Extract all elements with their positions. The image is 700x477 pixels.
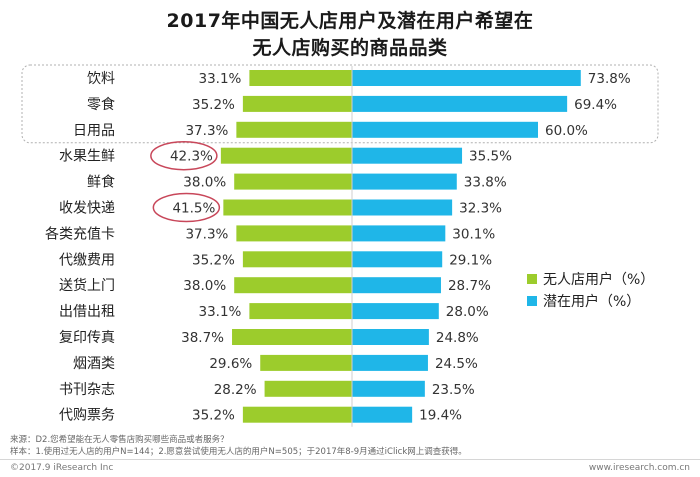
- copyright-text: ©2017.9 iResearch Inc: [10, 463, 114, 473]
- bar-potential-users: [352, 329, 429, 345]
- bar-potential-users: [352, 121, 538, 138]
- data-label-potential-users: 69.4%: [574, 97, 617, 113]
- website-text: www.iresearch.com.cn: [588, 463, 690, 473]
- category-label: 各类充值卡: [45, 226, 115, 242]
- chart-title-line-2: 无人店购买的商品品类: [252, 37, 448, 59]
- bar-potential-users: [352, 277, 441, 294]
- legend-item-potential-users: 潜在用户（%）: [527, 291, 640, 311]
- legend-label-potential-users: 潜在用户（%）: [543, 294, 641, 310]
- category-label: 水果生鲜: [59, 149, 115, 165]
- data-label-users: 38.0%: [183, 175, 226, 191]
- data-label-users: 33.1%: [198, 304, 241, 320]
- data-label-potential-users: 29.1%: [449, 252, 492, 268]
- data-label-users: 38.0%: [183, 278, 226, 294]
- data-label-potential-users: 24.5%: [435, 356, 478, 372]
- bar-users: [242, 95, 352, 112]
- data-label-potential-users: 24.8%: [436, 330, 479, 346]
- bar-users: [236, 225, 352, 242]
- data-label-potential-users: 23.5%: [432, 382, 475, 398]
- bar-potential-users: [352, 354, 428, 371]
- bar-users: [260, 354, 352, 371]
- category-label: 日用品: [73, 123, 115, 139]
- bar-potential-users: [352, 173, 457, 190]
- highlight-box: [21, 64, 659, 144]
- data-label-users: 38.7%: [181, 330, 224, 346]
- category-label: 鲜食: [87, 174, 115, 191]
- bar-users: [236, 121, 352, 138]
- bar-users: [249, 303, 352, 320]
- data-label-users: 29.6%: [209, 356, 252, 372]
- bar-users: [232, 329, 352, 345]
- bar-users: [223, 199, 352, 216]
- bar-users: [242, 251, 352, 268]
- data-label-potential-users: 28.0%: [446, 304, 489, 320]
- category-label: 出借出租: [59, 304, 115, 320]
- category-label: 烟酒类: [73, 356, 115, 372]
- category-label: 代购票务: [59, 408, 115, 424]
- source-note: 来源：D2.您希望能在无人零售店购买哪些商品或者服务？: [10, 435, 229, 445]
- data-label-potential-users: 33.8%: [464, 175, 507, 191]
- data-label-users: 28.2%: [214, 382, 257, 398]
- bar-users: [220, 147, 352, 164]
- category-label: 复印传真: [59, 329, 115, 346]
- bar-potential-users: [352, 406, 413, 423]
- category-label: 送货上门: [59, 277, 115, 294]
- data-label-potential-users: 30.1%: [452, 226, 495, 242]
- bar-potential-users: [352, 380, 425, 397]
- bar-potential-users: [352, 303, 439, 320]
- bar-users: [249, 70, 352, 86]
- bar-potential-users: [352, 199, 453, 216]
- data-label-potential-users: 35.5%: [469, 149, 512, 165]
- category-label: 代缴费用: [59, 252, 115, 268]
- bar-potential-users: [352, 95, 568, 112]
- category-label: 书刊杂志: [59, 382, 115, 398]
- data-label-users: 35.2%: [192, 408, 235, 424]
- bar-users: [242, 406, 352, 423]
- data-label-potential-users: 60.0%: [545, 123, 588, 139]
- legend-swatch-blue: [527, 296, 537, 306]
- sample-note: 样本：1.使用过无人店的用户N=144；2.愿意尝试使用无人店的用户N=505；…: [10, 447, 467, 457]
- data-label-potential-users: 73.8%: [588, 71, 631, 87]
- data-label-users: 35.2%: [192, 97, 235, 113]
- data-label-users: 35.2%: [192, 252, 235, 268]
- legend-swatch-green: [527, 274, 537, 284]
- bar-users: [234, 277, 352, 294]
- highlight-circle: [150, 140, 218, 171]
- bar-potential-users: [352, 70, 581, 86]
- data-label-users: 37.3%: [185, 123, 228, 139]
- category-label: 收发快递: [59, 201, 115, 217]
- category-label: 零食: [87, 96, 115, 113]
- data-label-potential-users: 28.7%: [448, 278, 491, 294]
- data-label-users: 42.3%: [170, 149, 213, 165]
- chart-title-line-1: 2017年中国无人店用户及潜在用户希望在: [166, 10, 534, 32]
- bar-users: [234, 173, 352, 190]
- butterfly-bar-chart: 饮料 33.1% 73.8% 零食 35.2% 69.4% 日用品 37.3% 60.0% 水果生…: [21, 64, 659, 427]
- bar-potential-users: [352, 225, 446, 242]
- data-label-users: 37.3%: [185, 226, 228, 242]
- category-label: 饮料: [87, 71, 115, 87]
- data-label-potential-users: 32.3%: [459, 201, 502, 217]
- footer-divider: [0, 459, 700, 460]
- bar-users: [264, 380, 352, 397]
- bar-potential-users: [352, 251, 443, 268]
- bar-potential-users: [352, 147, 463, 164]
- legend-label-users: 无人店用户（%）: [543, 272, 655, 288]
- legend-item-users: 无人店用户（%）: [527, 269, 654, 289]
- highlight-circle: [152, 192, 221, 223]
- data-label-users: 33.1%: [198, 71, 241, 87]
- data-label-users: 41.5%: [172, 201, 215, 217]
- data-label-potential-users: 19.4%: [419, 408, 462, 424]
